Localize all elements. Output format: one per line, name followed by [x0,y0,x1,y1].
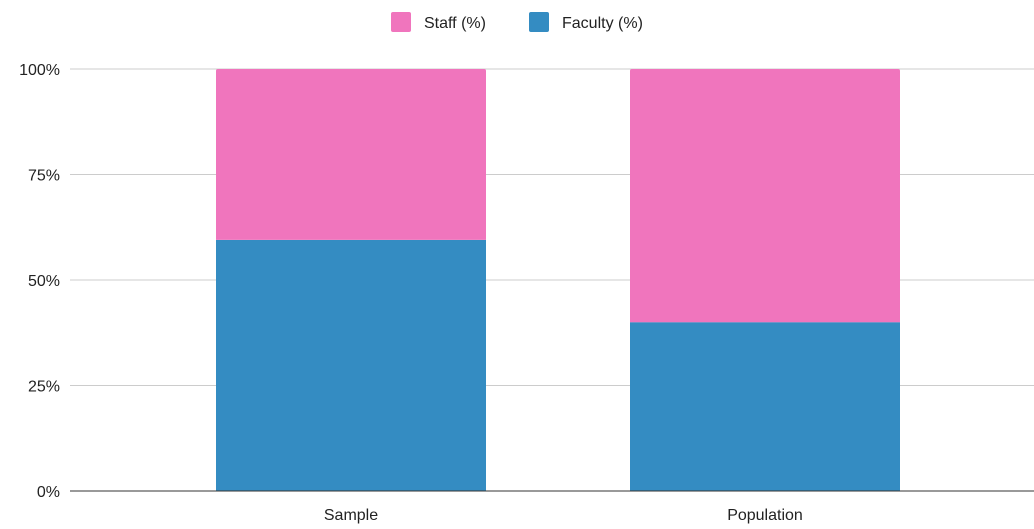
legend-swatch [391,12,411,32]
y-tick-label: 100% [19,62,60,79]
bar-sample-faculty [216,239,486,491]
x-category-label: Population [727,507,803,524]
bars [216,69,900,491]
x-category-label: Sample [324,507,378,524]
bar-population-staff [630,69,900,323]
legend-label: Staff (%) [424,15,486,32]
y-tick-label: 25% [28,379,60,396]
y-tick-label: 75% [28,168,60,185]
legend-item: Staff (%) [391,12,486,32]
bar-sample-staff [216,69,486,240]
legend-item: Faculty (%) [529,12,643,32]
legend: Staff (%) Faculty (%) [391,12,643,32]
y-tick-label: 0% [37,484,60,501]
legend-swatch [529,12,549,32]
y-axis-ticks: 0% 25% 50% 75% 100% [19,62,60,501]
x-axis-labels: Sample Population [324,507,803,524]
legend-label: Faculty (%) [562,15,643,32]
y-tick-label: 50% [28,273,60,290]
bar-population-faculty [630,322,900,491]
